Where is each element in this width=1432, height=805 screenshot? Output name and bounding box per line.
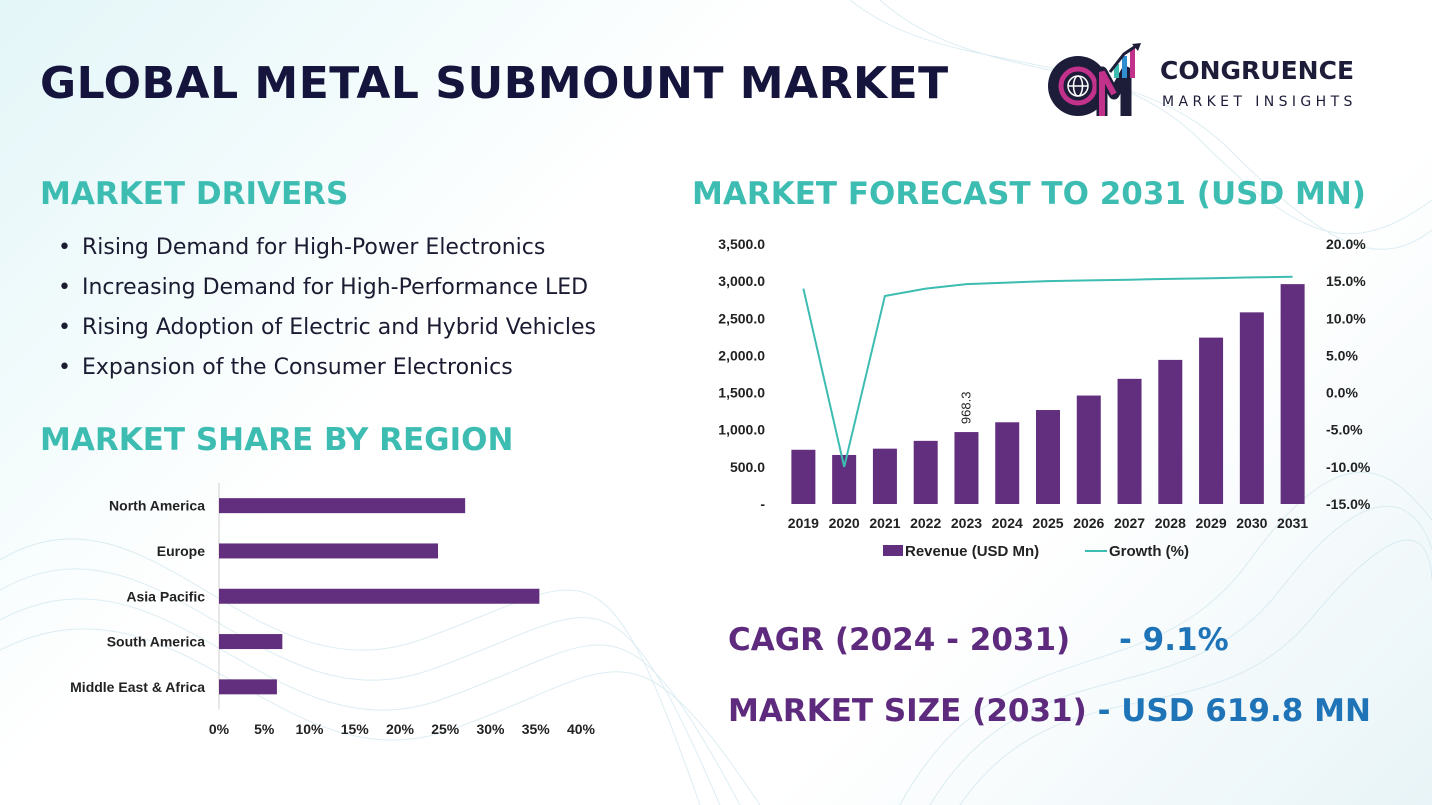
y-right-tick-label: -15.0% — [1326, 496, 1371, 512]
revenue-bar — [1117, 378, 1142, 504]
page-title: GLOBAL METAL SUBMOUNT MARKET — [40, 58, 949, 109]
revenue-bar — [995, 422, 1020, 504]
company-logo: CONGRUENCE MARKET INSIGHTS — [1044, 42, 1394, 120]
driver-text: Increasing Demand for High-Performance L… — [82, 275, 589, 300]
x-tick-label: 5% — [254, 721, 275, 737]
x-tick-label: 15% — [341, 721, 370, 737]
y-left-tick-label: 500.0 — [730, 459, 765, 475]
y-right-tick-label: 15.0% — [1326, 273, 1366, 289]
x-tick-label: 2020 — [829, 515, 860, 531]
x-tick-label: 2021 — [869, 515, 900, 531]
market-size-label: MARKET SIZE (2031) — [728, 693, 1087, 729]
x-tick-label: 10% — [295, 721, 324, 737]
driver-item: • Rising Adoption of Electric and Hybrid … — [58, 315, 596, 340]
region-bar — [219, 498, 466, 514]
y-right-tick-label: 5.0% — [1326, 347, 1358, 363]
region-category-label: South America — [107, 634, 205, 650]
revenue-bar — [954, 432, 979, 504]
y-left-tick-label: 2,000.0 — [718, 347, 765, 363]
cagr-value: - 9.1% — [1119, 622, 1229, 658]
y-left-tick-label: 1,500.0 — [718, 385, 765, 401]
y-right-tick-label: -10.0% — [1326, 459, 1371, 475]
x-tick-label: 30% — [476, 721, 505, 737]
region-category-label: Asia Pacific — [126, 588, 205, 604]
driver-item: • Rising Demand for High-Power Electronic… — [58, 235, 546, 260]
x-tick-label: 2030 — [1236, 515, 1267, 531]
logo-name: CONGRUENCE — [1160, 56, 1355, 85]
legend-revenue-swatch — [883, 545, 903, 556]
market-size-stat: MARKET SIZE (2031) - USD 619.8 MN — [728, 693, 1371, 729]
driver-text: Rising Demand for High-Power Electronics — [82, 235, 546, 260]
x-tick-label: 2024 — [992, 515, 1023, 531]
drivers-list: • Rising Demand for High-Power Electronic… — [58, 228, 596, 388]
revenue-bar — [1036, 410, 1060, 504]
market-size-value: - USD 619.8 MN — [1097, 693, 1371, 729]
region-category-label: Europe — [157, 543, 205, 559]
revenue-bar — [1158, 359, 1183, 504]
x-tick-label: 35% — [522, 721, 551, 737]
driver-item: • Increasing Demand for High-Performance … — [58, 275, 589, 300]
x-tick-label: 2031 — [1277, 515, 1308, 531]
driver-text: Rising Adoption of Electric and Hybrid V… — [82, 315, 596, 340]
y-left-tick-label: 1,000.0 — [718, 422, 765, 438]
growth-line — [802, 275, 1293, 468]
x-tick-label: 2025 — [1032, 515, 1063, 531]
x-tick-label: 2022 — [910, 515, 941, 531]
revenue-bar — [872, 448, 897, 504]
revenue-bar — [1280, 284, 1305, 504]
revenue-bar — [1076, 395, 1101, 504]
revenue-bar — [791, 449, 816, 504]
y-left-tick-label: 2,500.0 — [718, 310, 765, 326]
y-left-tick-label: 3,500.0 — [718, 236, 765, 252]
cagr-stat: CAGR (2024 - 2031) - 9.1% — [728, 622, 1229, 658]
legend-revenue-label: Revenue (USD Mn) — [905, 543, 1039, 560]
x-tick-label: 2029 — [1195, 515, 1226, 531]
x-tick-label: 20% — [386, 721, 415, 737]
x-tick-label: 2026 — [1073, 515, 1104, 531]
data-label: 968.3 — [958, 392, 973, 425]
revenue-bar — [913, 440, 938, 504]
cagr-label: CAGR (2024 - 2031) — [728, 622, 1071, 658]
x-tick-label: 25% — [431, 721, 460, 737]
region-bar — [219, 634, 283, 650]
cmi-globe-chart-logo-icon — [1048, 43, 1141, 116]
y-left-tick-label: 3,000.0 — [718, 273, 765, 289]
market-share-heading: MARKET SHARE BY REGION — [40, 422, 514, 458]
y-right-tick-label: 0.0% — [1326, 385, 1358, 401]
driver-text: Expansion of the Consumer Electronics — [82, 355, 513, 380]
region-category-label: North America — [109, 498, 205, 514]
x-tick-label: 2028 — [1155, 515, 1186, 531]
region-bar — [219, 543, 439, 559]
logo-subtitle: MARKET INSIGHTS — [1162, 94, 1357, 110]
revenue-bar — [1199, 337, 1224, 504]
x-tick-label: 40% — [567, 721, 596, 737]
market-forecast-heading: MARKET FORECAST TO 2031 (USD MN) — [692, 176, 1366, 212]
market-drivers-heading: MARKET DRIVERS — [40, 176, 349, 212]
y-right-tick-label: 10.0% — [1326, 310, 1366, 326]
region-bar — [219, 588, 540, 604]
x-tick-label: 0% — [209, 721, 230, 737]
y-right-tick-label: -5.0% — [1326, 422, 1363, 438]
region-bar — [219, 679, 277, 695]
driver-item: • Expansion of the Consumer Electronics — [58, 355, 513, 380]
y-right-tick-label: 20.0% — [1326, 236, 1366, 252]
y-left-tick-label: - — [760, 496, 765, 512]
legend-growth-label: Growth (%) — [1109, 543, 1189, 560]
x-tick-label: 2023 — [951, 515, 982, 531]
x-tick-label: 2019 — [788, 515, 819, 531]
revenue-bar — [1239, 312, 1264, 504]
region-category-label: Middle East & Africa — [70, 679, 205, 695]
x-tick-label: 2027 — [1114, 515, 1145, 531]
